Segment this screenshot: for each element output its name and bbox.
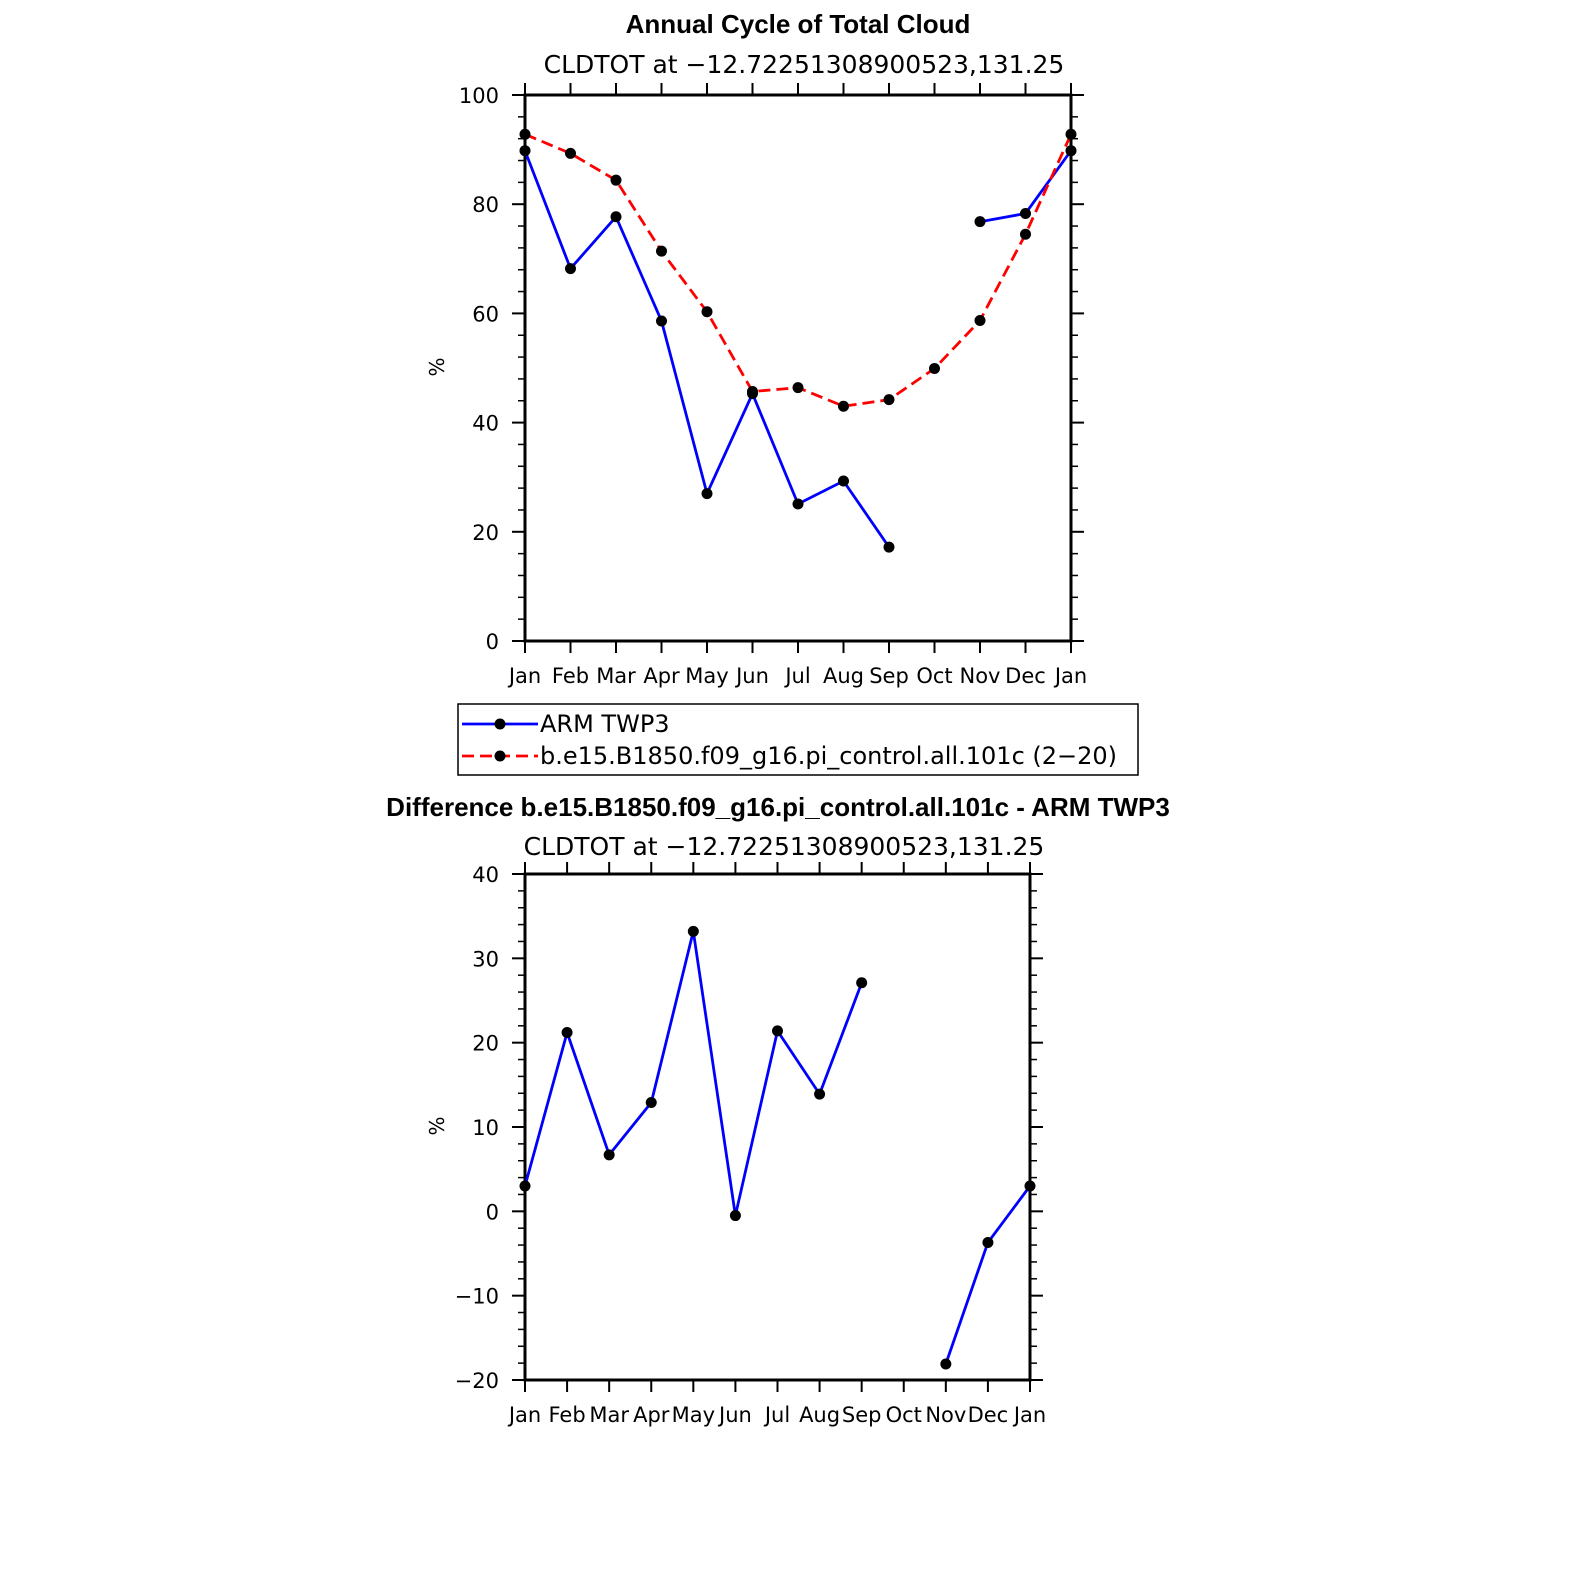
series-arm-twp3-point	[1020, 207, 1031, 219]
series-b-e15-b1850-f09-g16--point	[1020, 228, 1031, 240]
chart-subtitle: CLDTOT at −12.72251308900523,131.25	[544, 50, 1065, 79]
annual-cycle-panel: Annual Cycle of Total Cloud CLDTOT at −1…	[425, 9, 1087, 688]
x-tick-label-jan: Jan	[507, 664, 541, 688]
x-tick-label-mar: Mar	[589, 1403, 629, 1427]
legend: ARM TWP3 b.e15.B1850.f09_g16.pi_control.…	[457, 703, 1139, 776]
series-arm-twp3-point	[883, 541, 895, 553]
y-tick-label: 20	[472, 1032, 499, 1056]
legend-marker-model	[494, 750, 506, 762]
series-difference-line	[944, 1185, 1032, 1365]
series-difference-point	[687, 925, 699, 937]
series-difference-point	[856, 977, 868, 989]
series-b-e15-b1850-f09-g16--point	[883, 394, 895, 406]
x-tick-label-oct: Oct	[886, 1403, 922, 1427]
y-tick-label: 0	[486, 1200, 499, 1224]
series-b-e15-b1850-f09-g16--point	[610, 174, 622, 186]
series-b-e15-b1850-f09-g16--point	[701, 306, 713, 318]
series-b-e15-b1850-f09-g16--point	[565, 147, 576, 159]
series-difference-point	[561, 1027, 573, 1039]
series-arm-twp3-point	[838, 475, 849, 487]
x-tick-label-mar: Mar	[596, 664, 636, 688]
y-tick-label: 0	[486, 630, 499, 654]
x-tick-label-jul: Jul	[763, 1403, 790, 1427]
y-tick-label: 20	[472, 521, 499, 545]
series-arm-twp3-point	[610, 211, 622, 223]
plot-frame	[523, 93, 1073, 643]
x-tick-label-nov: Nov	[960, 664, 1001, 688]
x-tick-label-feb: Feb	[548, 1403, 585, 1427]
x-tick-label-dec: Dec	[1005, 664, 1046, 688]
series-b-e15-b1850-f09-g16--point	[838, 400, 849, 412]
x-tick-label-aug: Aug	[823, 664, 864, 688]
series-difference-point	[1024, 1180, 1036, 1192]
series-b-e15-b1850-f09-g16--point	[974, 314, 986, 326]
x-tick-label-apr: Apr	[643, 664, 680, 688]
difference-panel: Difference b.e15.B1850.f09_g16.pi_contro…	[386, 792, 1170, 1427]
x-tick-label-may: May	[672, 1403, 715, 1427]
y-tick-label: 10	[472, 1116, 499, 1140]
series-b-e15-b1850-f09-g16--point	[519, 128, 531, 140]
series-difference-line	[523, 930, 864, 1216]
y-tick-label: 40	[472, 863, 499, 887]
series-arm-twp3-point	[701, 488, 713, 500]
series-difference-point	[645, 1097, 657, 1109]
series-b-e15-b1850-f09-g16--point	[656, 245, 667, 257]
y-tick-label: 40	[472, 412, 499, 436]
series-arm-twp3-point	[974, 216, 986, 228]
series-b-e15-b1850-f09-g16--line	[524, 133, 1073, 408]
legend-frame	[457, 703, 1139, 776]
x-tick-label-sep: Sep	[842, 1403, 882, 1427]
series-b-e15-b1850-f09-g16--point	[1065, 128, 1077, 140]
legend-items	[462, 718, 538, 762]
series-difference-point	[772, 1025, 783, 1037]
chart-title: Difference b.e15.B1850.f09_g16.pi_contro…	[386, 792, 1170, 822]
legend-label-model: b.e15.B1850.f09_g16.pi_control.all.101c …	[540, 742, 1117, 770]
series-b-e15-b1850-f09-g16--point	[747, 385, 758, 397]
series-arm-twp3-point	[792, 498, 804, 510]
x-tick-label-jan: Jan	[1012, 1403, 1046, 1427]
series-difference-point	[814, 1088, 826, 1100]
plot-area: 0 20 40 60 80 100 Jan Feb Mar Apr May Jun Jul Aug Sep O…	[459, 83, 1087, 688]
x-tick-label-sep: Sep	[869, 664, 909, 688]
series-difference-point	[519, 1180, 531, 1192]
series-difference-point	[603, 1149, 615, 1161]
y-tick-label: −10	[455, 1285, 499, 1309]
chart-title: Annual Cycle of Total Cloud	[626, 9, 971, 39]
y-tick-label: 100	[459, 84, 499, 108]
y-tick-label: −20	[455, 1369, 499, 1393]
x-tick-label-apr: Apr	[633, 1403, 670, 1427]
x-tick-label-oct: Oct	[916, 664, 952, 688]
series-arm-twp3-point	[656, 315, 667, 327]
y-axis-label: %	[425, 1116, 449, 1135]
series-arm-twp3-point	[1065, 145, 1077, 157]
x-tick-label-jan: Jan	[1053, 664, 1087, 688]
series-arm-twp3-line	[523, 150, 891, 548]
x-tick-label-may: May	[685, 664, 728, 688]
x-tick-label-feb: Feb	[552, 664, 589, 688]
series-difference-point	[940, 1358, 952, 1370]
x-tick-label-aug: Aug	[799, 1403, 840, 1427]
y-tick-label: 80	[472, 193, 499, 217]
chart-subtitle: CLDTOT at −12.72251308900523,131.25	[524, 832, 1045, 861]
x-tick-label-jan: Jan	[507, 1403, 541, 1427]
series-arm-twp3-point	[519, 145, 531, 157]
legend-marker-arm	[494, 718, 506, 730]
series-b-e15-b1850-f09-g16--point	[792, 382, 804, 394]
y-axis-label: %	[425, 357, 449, 376]
x-tick-label-nov: Nov	[925, 1403, 966, 1427]
y-tick-label: 30	[472, 947, 499, 971]
series-difference-point	[729, 1210, 741, 1222]
series-difference-point	[982, 1237, 994, 1249]
series-arm-twp3-point	[565, 263, 576, 275]
plot-area: −20 −10 0 10 20 30 40 Jan Feb Mar Apr May Jun Jul Aug S…	[455, 862, 1046, 1427]
x-tick-label-jun: Jun	[717, 1403, 752, 1427]
y-tick-label: 60	[472, 302, 499, 326]
x-tick-label-jun: Jun	[734, 664, 769, 688]
x-tick-label-dec: Dec	[968, 1403, 1009, 1427]
series-b-e15-b1850-f09-g16--point	[929, 363, 940, 375]
legend-label-arm: ARM TWP3	[540, 710, 670, 738]
x-tick-label-jul: Jul	[783, 664, 810, 688]
